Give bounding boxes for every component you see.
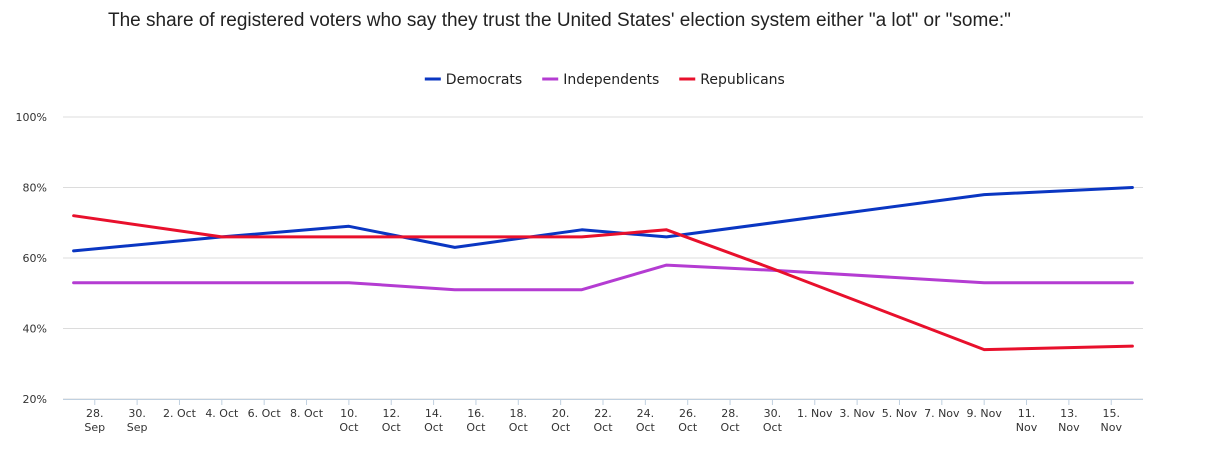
x-tick-label: 14. Oct xyxy=(424,407,444,434)
x-tick-label: 3. Nov xyxy=(839,407,875,420)
legend: Democrats Independents Republicans xyxy=(424,72,785,88)
grid xyxy=(63,116,1143,400)
x-tick-label: 30. Sep xyxy=(127,407,148,434)
y-tick-label: 60% xyxy=(23,252,47,265)
x-tick-label: 6. Oct xyxy=(248,407,282,420)
y-tick-label: 100% xyxy=(16,111,47,124)
x-tick-label: 11. Nov xyxy=(1016,407,1038,434)
legend-label: Republicans xyxy=(700,72,785,88)
x-tick-label: 20. Oct xyxy=(551,407,571,434)
x-tick-label: 16. Oct xyxy=(466,407,486,434)
x-tick-label: 28. Sep xyxy=(84,407,105,434)
x-tick-label: 18. Oct xyxy=(509,407,529,434)
x-tick-label: 8. Oct xyxy=(290,407,324,420)
x-axis: 28. Sep 30. Sep 2. Oct 4. Oct 6. Oct 8. Oct 10. O… xyxy=(63,399,1143,434)
y-tick-label: 40% xyxy=(23,323,47,336)
x-tick-label: 24. Oct xyxy=(636,407,656,434)
legend-item-independents[interactable]: Independents xyxy=(542,72,659,88)
x-tick-label: 22. Oct xyxy=(593,407,613,434)
y-axis: 20% 40% 60% 80% 100% xyxy=(16,111,47,406)
x-tick-label: 15. Nov xyxy=(1101,407,1123,434)
x-tick-label: 13. Nov xyxy=(1058,407,1080,434)
x-tick-label: 4. Oct xyxy=(205,407,239,420)
x-tick-label: 26. Oct xyxy=(678,407,698,434)
x-tick-label: 9. Nov xyxy=(966,407,1002,420)
x-tick-label: 10. Oct xyxy=(339,407,359,434)
legend-label: Independents xyxy=(563,72,659,88)
chart-title: The share of registered voters who say t… xyxy=(108,10,1011,31)
legend-item-democrats[interactable]: Democrats xyxy=(424,72,522,88)
x-tick-label: 1. Nov xyxy=(797,407,833,420)
x-tick-label: 30. Oct xyxy=(763,407,783,434)
x-tick-label: 5. Nov xyxy=(882,407,918,420)
legend-item-republicans[interactable]: Republicans xyxy=(679,72,785,88)
series-line-independents[interactable] xyxy=(72,263,1134,292)
x-tick-label: 12. Oct xyxy=(382,407,402,434)
series-line-republicans[interactable] xyxy=(72,214,1134,352)
x-tick-label: 28. Oct xyxy=(721,407,741,434)
y-tick-label: 20% xyxy=(23,393,47,406)
y-tick-label: 80% xyxy=(23,182,47,195)
x-tick-label: 2. Oct xyxy=(163,407,197,420)
legend-label: Democrats xyxy=(446,72,522,88)
x-tick-label: 7. Nov xyxy=(924,407,960,420)
series-lines xyxy=(72,186,1134,352)
series-line-democrats[interactable] xyxy=(72,186,1134,253)
